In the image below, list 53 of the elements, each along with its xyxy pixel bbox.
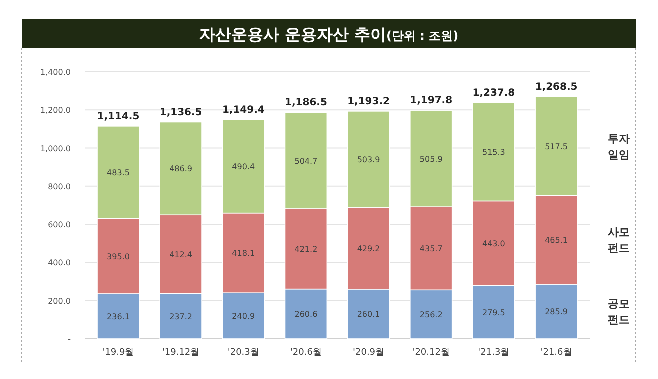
data-label: 240.9: [232, 312, 256, 322]
text: 공모 펀드: [608, 298, 630, 327]
data-label: 435.7: [420, 244, 443, 254]
y-tick-label: 800.0: [48, 182, 71, 192]
data-label: 429.2: [357, 244, 380, 254]
y-tick-label: 1,400.0: [40, 68, 71, 77]
x-tick-label: '20.3월: [228, 348, 260, 358]
y-tick-label: -: [68, 335, 72, 344]
data-label: 260.6: [294, 310, 318, 320]
total-label: 1,268.5: [535, 82, 578, 94]
x-tick-label: '20.12월: [412, 348, 450, 358]
data-label: 395.0: [107, 252, 130, 262]
data-label: 443.0: [482, 239, 506, 248]
total-label: 1,114.5: [97, 111, 140, 122]
data-label: 418.1: [232, 249, 256, 258]
x-tick-label: '20.9월: [353, 348, 385, 358]
y-tick-label: 1,000.0: [40, 144, 71, 154]
y-tick-label: 600.0: [48, 220, 71, 230]
data-label: 503.9: [357, 155, 380, 164]
data-label: 285.9: [545, 308, 568, 317]
data-label: 421.2: [294, 245, 318, 254]
y-tick-label: 1,200.0: [40, 106, 71, 116]
data-label: 517.5: [545, 142, 568, 152]
data-label: 256.2: [420, 310, 443, 320]
x-tick-label: '20.6월: [290, 348, 322, 358]
data-label: 483.5: [107, 168, 130, 178]
data-label: 505.9: [420, 154, 443, 164]
data-label: 279.5: [482, 308, 506, 318]
data-label: 260.1: [357, 310, 380, 320]
data-label: 515.3: [482, 148, 506, 158]
data-label: 236.1: [107, 312, 130, 322]
data-label: 504.7: [294, 156, 318, 166]
total-label: 1,136.5: [160, 107, 202, 118]
total-label: 1,186.5: [285, 98, 328, 109]
x-tick-label: '21.3월: [478, 348, 510, 358]
y-tick-label: 200.0: [48, 296, 71, 306]
x-tick-label: '21.6월: [540, 348, 572, 358]
chart-subtitle: (단위 : 조원): [386, 29, 459, 43]
total-label: 1,193.2: [348, 96, 390, 108]
x-tick-label: '19.12월: [162, 348, 200, 358]
total-label: 1,237.8: [472, 88, 516, 99]
data-label: 486.9: [170, 164, 193, 174]
data-label: 465.1: [545, 236, 568, 246]
chart-title: 자산운용사 운용자산 추이: [199, 25, 387, 44]
data-label: 237.2: [170, 312, 193, 322]
data-label: 490.4: [232, 162, 256, 172]
x-tick-label: '19.9월: [102, 348, 134, 358]
y-tick-label: 400.0: [48, 258, 71, 268]
total-label: 1,149.4: [222, 104, 265, 116]
text: 사모 펀드: [608, 226, 630, 256]
data-label: 412.4: [170, 250, 193, 260]
text: 투자 일임: [608, 132, 630, 162]
total-label: 1,197.8: [410, 96, 453, 107]
